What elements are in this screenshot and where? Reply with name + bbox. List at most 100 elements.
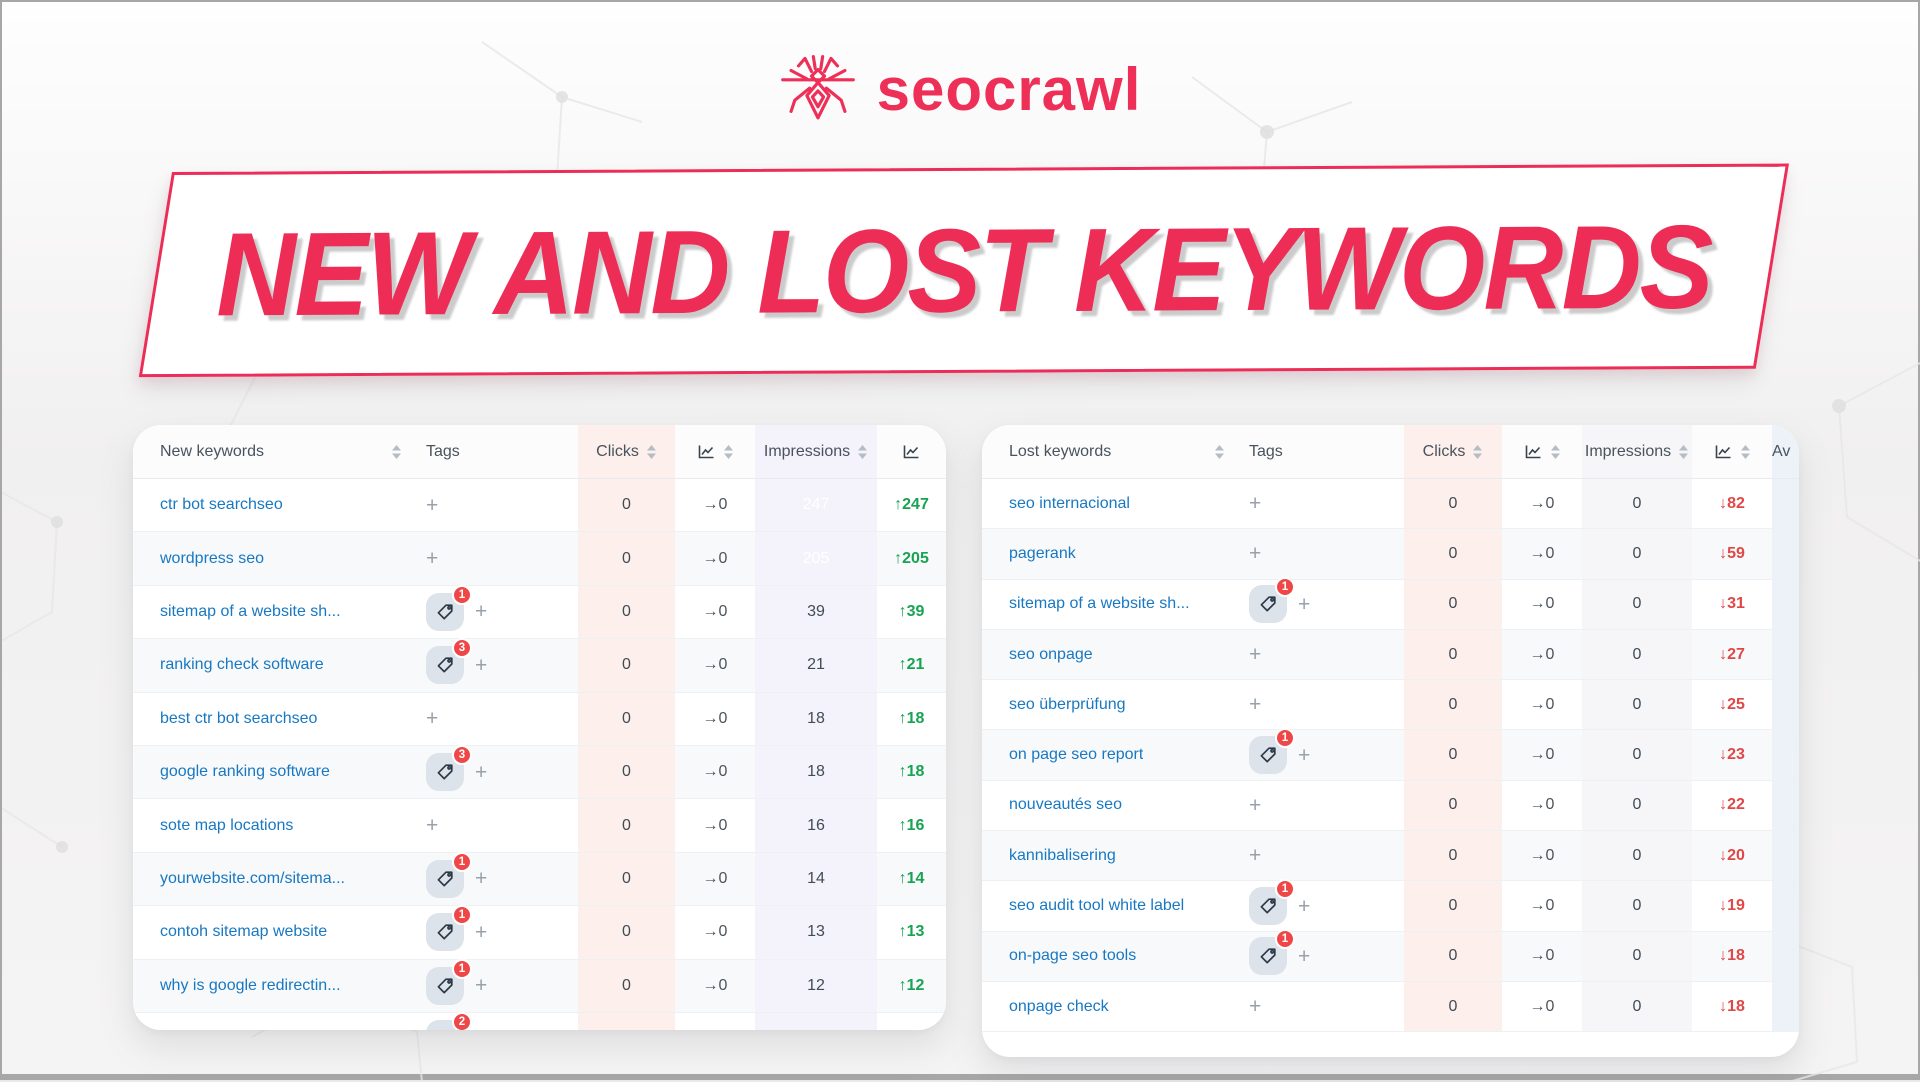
impressions-cell: 205 [755, 532, 877, 585]
keyword-link[interactable]: sitemap of a website sh... [160, 602, 341, 620]
add-tag-button[interactable]: + [475, 1029, 487, 1030]
add-tag-button[interactable]: + [1298, 592, 1311, 616]
column-header-lost-keywords[interactable]: Lost keywords [982, 425, 1237, 478]
impressions-value: 0 [1632, 544, 1642, 562]
tag-controls: + [1249, 644, 1261, 665]
keyword-link[interactable]: sote map locations [160, 816, 294, 834]
keyword-link[interactable]: why is google redirectin... [160, 976, 341, 994]
column-label: Impressions [763, 442, 851, 460]
add-tag-button[interactable]: + [475, 760, 488, 784]
column-header-clicks[interactable]: Clicks [1404, 425, 1502, 478]
tag-chip[interactable]: 1 [426, 584, 472, 631]
column-header-clicks[interactable]: Clicks [578, 425, 675, 478]
add-tag-button[interactable]: + [1249, 793, 1262, 817]
keyword-cell: yourwebsite.com/sitema... [133, 853, 414, 905]
sort-icon[interactable] [723, 444, 734, 460]
sort-icon[interactable] [646, 444, 657, 460]
tag-chip[interactable]: 3 [426, 638, 472, 685]
clicks-trend-value: →0 [1529, 947, 1555, 965]
tag-controls: 1 + [1249, 728, 1311, 775]
column-header-tags: Tags [414, 425, 578, 478]
column-header-trend[interactable] [1502, 425, 1582, 478]
keyword-link[interactable]: seo internacional [1009, 494, 1130, 512]
add-tag-button[interactable]: + [426, 493, 439, 517]
column-header-trend[interactable] [675, 425, 755, 478]
tag-chip[interactable]: 1 [1249, 929, 1295, 976]
keyword-link[interactable]: pagerank [1009, 544, 1076, 562]
add-tag-button[interactable]: + [426, 707, 439, 731]
keyword-link[interactable]: on-page seo tools [1009, 947, 1137, 965]
tag-count-badge: 1 [1275, 728, 1295, 749]
add-tag-button[interactable]: + [475, 600, 488, 624]
column-header-new-keywords[interactable]: New keywords [133, 425, 414, 478]
keyword-link[interactable]: best ctr bot searchseo [160, 709, 318, 727]
tag-chip[interactable]: 1 [426, 905, 472, 952]
keyword-link[interactable]: seo überprüfung [1009, 695, 1126, 713]
add-tag-button[interactable]: + [1249, 693, 1262, 717]
add-tag-button[interactable]: + [475, 974, 488, 998]
tag-chip[interactable]: 1 [1249, 577, 1295, 624]
clicks-value: 0 [1448, 645, 1458, 663]
add-tag-button[interactable]: + [1298, 944, 1311, 968]
sort-icon[interactable] [1678, 444, 1689, 460]
tag-chip[interactable]: 1 [426, 851, 472, 898]
keyword-link[interactable]: nouveautés seo [1009, 796, 1122, 814]
sort-icon[interactable] [1214, 444, 1225, 460]
tag-chip[interactable]: 3 [426, 745, 472, 792]
keyword-link[interactable]: ctr bot searchseo [160, 496, 283, 514]
add-tag-button[interactable]: + [1249, 492, 1262, 516]
clicks-trend-cell: →0 [675, 799, 755, 851]
clicks-trend-cell: →0 [675, 532, 755, 584]
tag-chip[interactable]: 1 [1249, 728, 1295, 775]
add-tag-button[interactable]: + [1249, 995, 1262, 1019]
keyword-link[interactable]: sitemap of a website sh... [1009, 595, 1190, 613]
keyword-link[interactable]: ranking check software [160, 656, 324, 674]
sort-icon[interactable] [857, 444, 868, 460]
add-tag-button[interactable]: + [475, 867, 488, 891]
tag-chip[interactable]: 2 [426, 1012, 472, 1030]
keyword-link[interactable]: on page seo report [1009, 746, 1144, 764]
keyword-link[interactable]: kannibalisering [1009, 846, 1116, 864]
add-tag-button[interactable]: + [426, 814, 439, 838]
tag-chip[interactable]: 1 [426, 958, 472, 1005]
table-row: on-page seo tools 1 +0 →0 0 ↓18 [982, 929, 1799, 982]
avg-cell [1772, 629, 1799, 680]
add-tag-button[interactable]: + [426, 547, 439, 571]
add-tag-button[interactable]: + [1249, 844, 1262, 868]
add-tag-button[interactable]: + [1249, 643, 1262, 667]
avg-cell [1772, 529, 1799, 579]
keyword-link[interactable]: wordpress seo [160, 549, 265, 567]
column-header-impressions[interactable]: Impressions [755, 425, 877, 478]
keyword-link[interactable]: onpage check [1009, 997, 1109, 1015]
keyword-link[interactable]: seo onpage [1009, 645, 1093, 663]
add-tag-button[interactable]: + [1249, 542, 1262, 566]
keyword-link[interactable]: seo audit tool white label [1009, 897, 1185, 915]
impressions-delta-value: ↓19 [1719, 897, 1745, 915]
keyword-link[interactable]: google ranking software [160, 763, 330, 781]
add-tag-button[interactable]: + [1298, 743, 1311, 767]
keyword-cell: seo audit tool white label [982, 881, 1237, 930]
sort-icon[interactable] [1550, 444, 1561, 460]
column-header-impressions[interactable]: Impressions [1582, 425, 1692, 478]
keyword-link[interactable]: yourwebsite.com/sitema... [160, 869, 345, 887]
add-tag-button[interactable]: + [475, 653, 488, 677]
keyword-link[interactable]: contoh sitemap website [160, 923, 328, 941]
sort-icon[interactable] [1472, 444, 1483, 460]
spider-icon [780, 54, 855, 120]
lost-keywords-table: Lost keywords Tags Clicks Impressions Av seo… [982, 425, 1799, 1057]
sort-icon[interactable] [1740, 444, 1751, 460]
tag-icon [1260, 747, 1276, 763]
keyword-cell: why is google redirectin... [133, 960, 414, 1012]
clicks-value: 0 [1448, 947, 1458, 965]
impressions-cell: 0 [1582, 831, 1692, 881]
clicks-trend-cell: →0 [675, 906, 755, 958]
impressions-value: 14 [807, 869, 825, 887]
add-tag-button[interactable]: + [1298, 894, 1311, 918]
add-tag-button[interactable]: + [475, 920, 488, 944]
column-header-trend[interactable] [1692, 425, 1772, 478]
tag-chip[interactable]: 1 [1249, 879, 1295, 926]
clicks-trend-cell: →0 [675, 853, 755, 905]
sort-icon[interactable] [391, 444, 402, 460]
clicks-cell: 0 [1404, 479, 1502, 529]
